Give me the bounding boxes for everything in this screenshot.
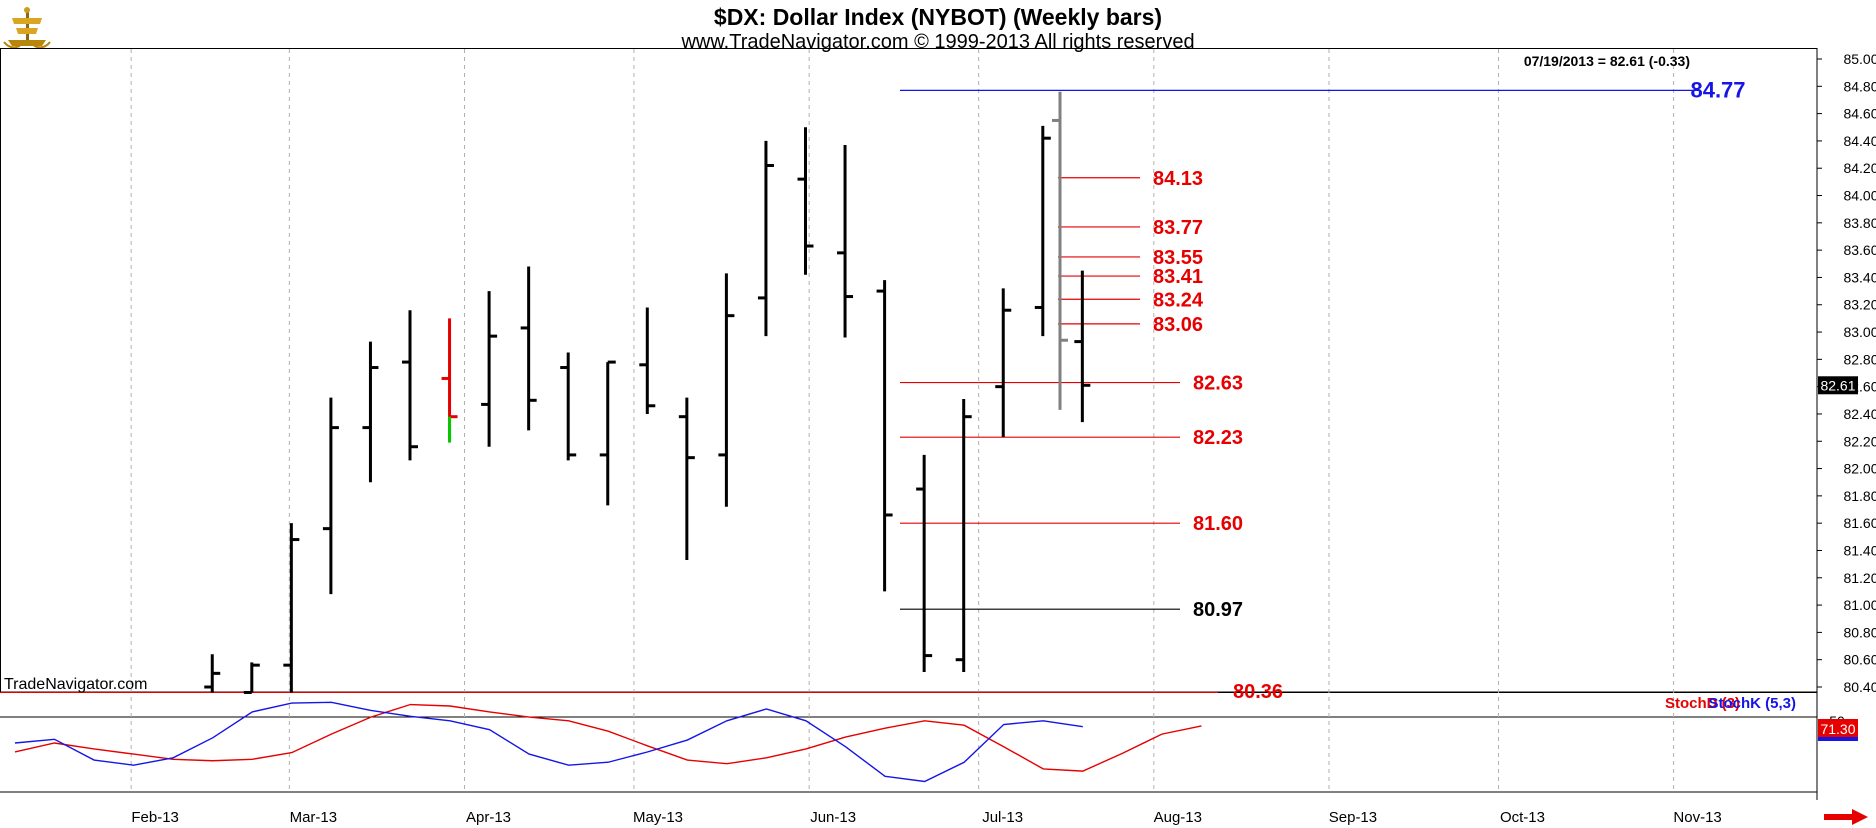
trade-navigator-logo-icon: [2, 2, 52, 52]
y-tick-label: 84.20: [1843, 160, 1876, 176]
y-tick-label: 84.60: [1843, 106, 1876, 122]
x-tick-label: Sep-13: [1329, 809, 1377, 826]
stoch-line-StochD (3): [14, 703, 1202, 772]
y-tick-label: 82.20: [1843, 433, 1876, 449]
level-label-84.13: 84.13: [1153, 168, 1203, 190]
x-tick-label: Aug-13: [1154, 809, 1202, 826]
x-tick-label: Apr-13: [466, 809, 511, 826]
level-label-84.77: 84.77: [1690, 77, 1745, 102]
y-tick-label: 80.80: [1843, 624, 1876, 640]
level-label-83.24: 83.24: [1153, 289, 1204, 311]
tradenavigator-watermark: TradeNavigator.com: [4, 676, 147, 693]
y-tick-label: 84.40: [1843, 133, 1876, 149]
stoch-value-tag: [1818, 719, 1858, 737]
scroll-right-arrow-icon[interactable]: [1822, 808, 1870, 826]
y-tick-label: 81.80: [1843, 488, 1876, 504]
x-tick-label: Feb-13: [131, 809, 179, 826]
level-label-83.06: 83.06: [1153, 314, 1203, 336]
level-label-83.55: 83.55: [1153, 247, 1203, 269]
copyright-subtitle: www.TradeNavigator.com © 1999-2013 All r…: [681, 31, 1195, 53]
y-tick-label: 81.00: [1843, 597, 1876, 613]
y-tick-label: 83.20: [1843, 297, 1876, 313]
stoch-last-value: 71.30: [1820, 721, 1855, 737]
y-tick-label: 82.00: [1843, 461, 1876, 477]
y-tick-label: 81.20: [1843, 570, 1876, 586]
y-tick-label: 85.00: [1843, 51, 1876, 67]
level-label-82.23: 82.23: [1193, 427, 1243, 449]
y-tick-label: 81.60: [1843, 515, 1876, 531]
legend-stochd: StochD (3): [1665, 695, 1740, 712]
last-quote-readout: 07/19/2013 = 82.61 (-0.33): [1524, 53, 1690, 69]
y-tick-label: 83.60: [1843, 242, 1876, 258]
x-tick-label: May-13: [633, 809, 683, 826]
y-tick-label: 84.00: [1843, 188, 1876, 204]
level-label-80.36: 80.36: [1233, 681, 1283, 703]
level-label-83.77: 83.77: [1153, 217, 1203, 239]
x-tick-label: Jul-13: [982, 809, 1023, 826]
y-tick-label: 80.60: [1843, 652, 1876, 668]
y-tick-label: 82.80: [1843, 351, 1876, 367]
y-tick-label: 83.80: [1843, 215, 1876, 231]
x-tick-label: Jun-13: [810, 809, 856, 826]
stoch-value-tag-k: [1818, 737, 1858, 741]
stoch-line-StochK (5,3): [14, 701, 1083, 783]
level-label-80.97: 80.97: [1193, 599, 1243, 621]
level-label-82.63: 82.63: [1193, 373, 1243, 395]
y-tick-label: 80.40: [1843, 679, 1876, 695]
last-price-label: 82.61: [1820, 377, 1855, 393]
x-tick-label: Mar-13: [290, 809, 338, 826]
level-label-83.41: 83.41: [1153, 266, 1203, 288]
y-tick-label: 83.40: [1843, 269, 1876, 285]
legend-stochk: StochK (5,3): [1708, 695, 1796, 712]
y-tick-label: 81.40: [1843, 542, 1876, 558]
y-tick-label: 83.00: [1843, 324, 1876, 340]
y-tick-label: 82.40: [1843, 406, 1876, 422]
chart-title: $DX: Dollar Index (NYBOT) (Weekly bars): [713, 4, 1163, 30]
y-tick-label: 84.80: [1843, 78, 1876, 94]
last-price-tag: [1818, 376, 1858, 395]
level-label-81.60: 81.60: [1193, 513, 1243, 535]
x-tick-label: Oct-13: [1500, 809, 1545, 826]
x-tick-label: Nov-13: [1673, 809, 1721, 826]
price-panel-frame: [0, 48, 1818, 693]
